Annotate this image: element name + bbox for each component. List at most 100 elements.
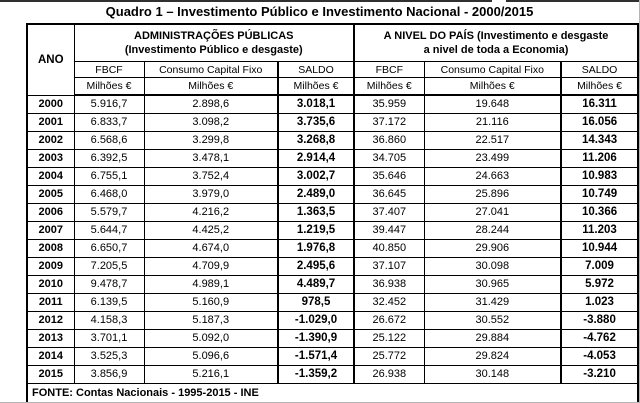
value-cell: 29.906 <box>423 238 562 258</box>
saldo-ap-cell: -1.359,2 <box>276 364 356 384</box>
value-cell: 6.568,6 <box>73 130 145 150</box>
value-cell: 5.916,7 <box>73 94 145 114</box>
value-cell: 25.772 <box>353 346 425 366</box>
value-cell: 6.468,0 <box>73 184 145 204</box>
saldo-ap-cell: 2.495,6 <box>276 256 356 276</box>
value-cell: 29.884 <box>423 328 562 348</box>
saldo-pais-cell: 16.056 <box>560 112 639 132</box>
table-row: 2007 5.644,7 4.425,2 1.219,5 39.447 28.244 11.… <box>26 220 639 240</box>
table-row: 2003 6.392,5 3.478,1 2.914,4 34.705 23.499 11.… <box>26 148 639 168</box>
group-header-line2: a nivel de toda a Economia) <box>423 44 569 56</box>
saldo-ap-cell: 1.363,5 <box>276 202 356 222</box>
value-cell: 9.478,7 <box>73 274 145 294</box>
value-cell: 3.478,1 <box>143 148 279 168</box>
value-cell: 30.965 <box>423 274 562 294</box>
value-cell: 6.392,5 <box>73 148 145 168</box>
year-cell: 2008 <box>26 238 75 258</box>
saldo-ap-cell: 3.018,1 <box>276 94 356 114</box>
table-row: 2010 9.478,7 4.989,1 4.489,7 36.938 30.965 5.9… <box>26 274 639 294</box>
year-cell: 2013 <box>26 328 75 348</box>
value-cell: 36.860 <box>353 130 425 150</box>
year-cell: 2005 <box>26 184 75 204</box>
value-cell: 27.041 <box>423 202 562 222</box>
value-cell: 5.644,7 <box>73 220 145 240</box>
value-cell: 5.187,3 <box>143 310 279 330</box>
value-cell: 3.979,0 <box>143 184 279 204</box>
saldo-pais-cell: 7.009 <box>560 256 639 276</box>
value-cell: 21.116 <box>423 112 562 132</box>
value-cell: 3.299,8 <box>143 130 279 150</box>
value-cell: 5.216,1 <box>143 364 279 384</box>
column-header-fbcf-ap: FBCF <box>73 61 145 78</box>
saldo-pais-cell: 10.749 <box>560 184 639 204</box>
table-row: 2004 6.755,1 3.752,4 3.002,7 35.646 24.663 10.… <box>26 166 639 186</box>
value-cell: 30.098 <box>423 256 562 276</box>
year-cell: 2011 <box>26 292 75 312</box>
value-cell: 37.107 <box>353 256 425 276</box>
value-cell: 6.755,1 <box>73 166 145 186</box>
value-cell: 23.499 <box>423 148 562 168</box>
table-row: 2013 3.701,1 5.092,0 -1.390,9 25.122 29.884 -4… <box>26 328 639 348</box>
saldo-pais-cell: -4.053 <box>560 346 639 366</box>
year-cell: 2004 <box>26 166 75 186</box>
saldo-ap-cell: 1.219,5 <box>276 220 356 240</box>
source-note: FONTE: Contas Nacionais - 1995-2015 - IN… <box>26 382 639 402</box>
year-cell: 2014 <box>26 346 75 366</box>
value-cell: 4.158,3 <box>73 310 145 330</box>
value-cell: 28.244 <box>423 220 562 240</box>
saldo-ap-cell: 3.735,6 <box>276 112 356 132</box>
value-cell: 26.938 <box>353 364 425 384</box>
value-cell: 30.148 <box>423 364 562 384</box>
saldo-ap-cell: 4.489,7 <box>276 274 356 294</box>
table-row: 2001 6.833,7 3.098,2 3.735,6 37.172 21.116 16.… <box>26 112 639 132</box>
value-cell: 4.674,0 <box>143 238 279 258</box>
value-cell: 35.959 <box>353 94 425 114</box>
value-cell: 4.216,2 <box>143 202 279 222</box>
year-cell: 2000 <box>26 94 75 114</box>
saldo-pais-cell: 10.944 <box>560 238 639 258</box>
column-header-consumo-ap: Consumo Capital Fixo <box>143 61 279 78</box>
column-header-saldo-ap: SALDO <box>276 61 356 78</box>
value-cell: 31.429 <box>423 292 562 312</box>
value-cell: 26.672 <box>353 310 425 330</box>
group-header-line2: (Investimento Público e desgaste) <box>124 44 303 56</box>
column-header-ano: ANO <box>26 23 75 96</box>
unit-label: Milhões € <box>73 77 145 96</box>
saldo-ap-cell: 2.914,4 <box>276 148 356 168</box>
table-row: 2012 4.158,3 5.187,3 -1.029,0 26.672 30.552 -3… <box>26 310 639 330</box>
table-row: 2011 6.139,5 5.160,9 978,5 32.452 31.429 1.023 <box>26 292 639 312</box>
value-cell: 5.579,7 <box>73 202 145 222</box>
value-cell: 6.833,7 <box>73 112 145 132</box>
value-cell: 3.856,9 <box>73 364 145 384</box>
value-cell: 37.172 <box>353 112 425 132</box>
column-header-consumo-pais: Consumo Capital Fixo <box>423 61 562 78</box>
saldo-pais-cell: 10.366 <box>560 202 639 222</box>
saldo-ap-cell: 3.002,7 <box>276 166 356 186</box>
table-row: 2002 6.568,6 3.299,8 3.268,8 36.860 22.517 14.… <box>26 130 639 150</box>
saldo-pais-cell: 5.972 <box>560 274 639 294</box>
unit-label: Milhões € <box>423 77 562 96</box>
value-cell: 36.938 <box>353 274 425 294</box>
value-cell: 7.205,5 <box>73 256 145 276</box>
column-header-saldo-pais: SALDO <box>560 61 639 78</box>
group-header-nivel-do-pais: A NIVEL DO PAÍS (Investimento e desgaste… <box>353 23 639 62</box>
year-cell: 2012 <box>26 310 75 330</box>
saldo-pais-cell: 14.343 <box>560 130 639 150</box>
value-cell: 39.447 <box>353 220 425 240</box>
value-cell: 6.139,5 <box>73 292 145 312</box>
value-cell: 25.122 <box>353 328 425 348</box>
column-header-fbcf-pais: FBCF <box>353 61 425 78</box>
saldo-pais-cell: -3.210 <box>560 364 639 384</box>
value-cell: 40.850 <box>353 238 425 258</box>
top-edge-artifact-right <box>506 0 639 2</box>
table-row: 2000 5.916,7 2.898,6 3.018,1 35.959 19.648 16.… <box>26 94 639 114</box>
unit-label: Milhões € <box>143 77 279 96</box>
table-row: 2005 6.468,0 3.979,0 2.489,0 36.645 25.896 10.… <box>26 184 639 204</box>
value-cell: 32.452 <box>353 292 425 312</box>
saldo-pais-cell: -3.880 <box>560 310 639 330</box>
saldo-ap-cell: -1.390,9 <box>276 328 356 348</box>
unit-label: Milhões € <box>560 77 639 96</box>
value-cell: 5.096,6 <box>143 346 279 366</box>
table-row: 2009 7.205,5 4.709,9 2.495,6 37.107 30.098 7.0… <box>26 256 639 276</box>
table-body: 2000 5.916,7 2.898,6 3.018,1 35.959 19.648 16.… <box>26 94 639 384</box>
